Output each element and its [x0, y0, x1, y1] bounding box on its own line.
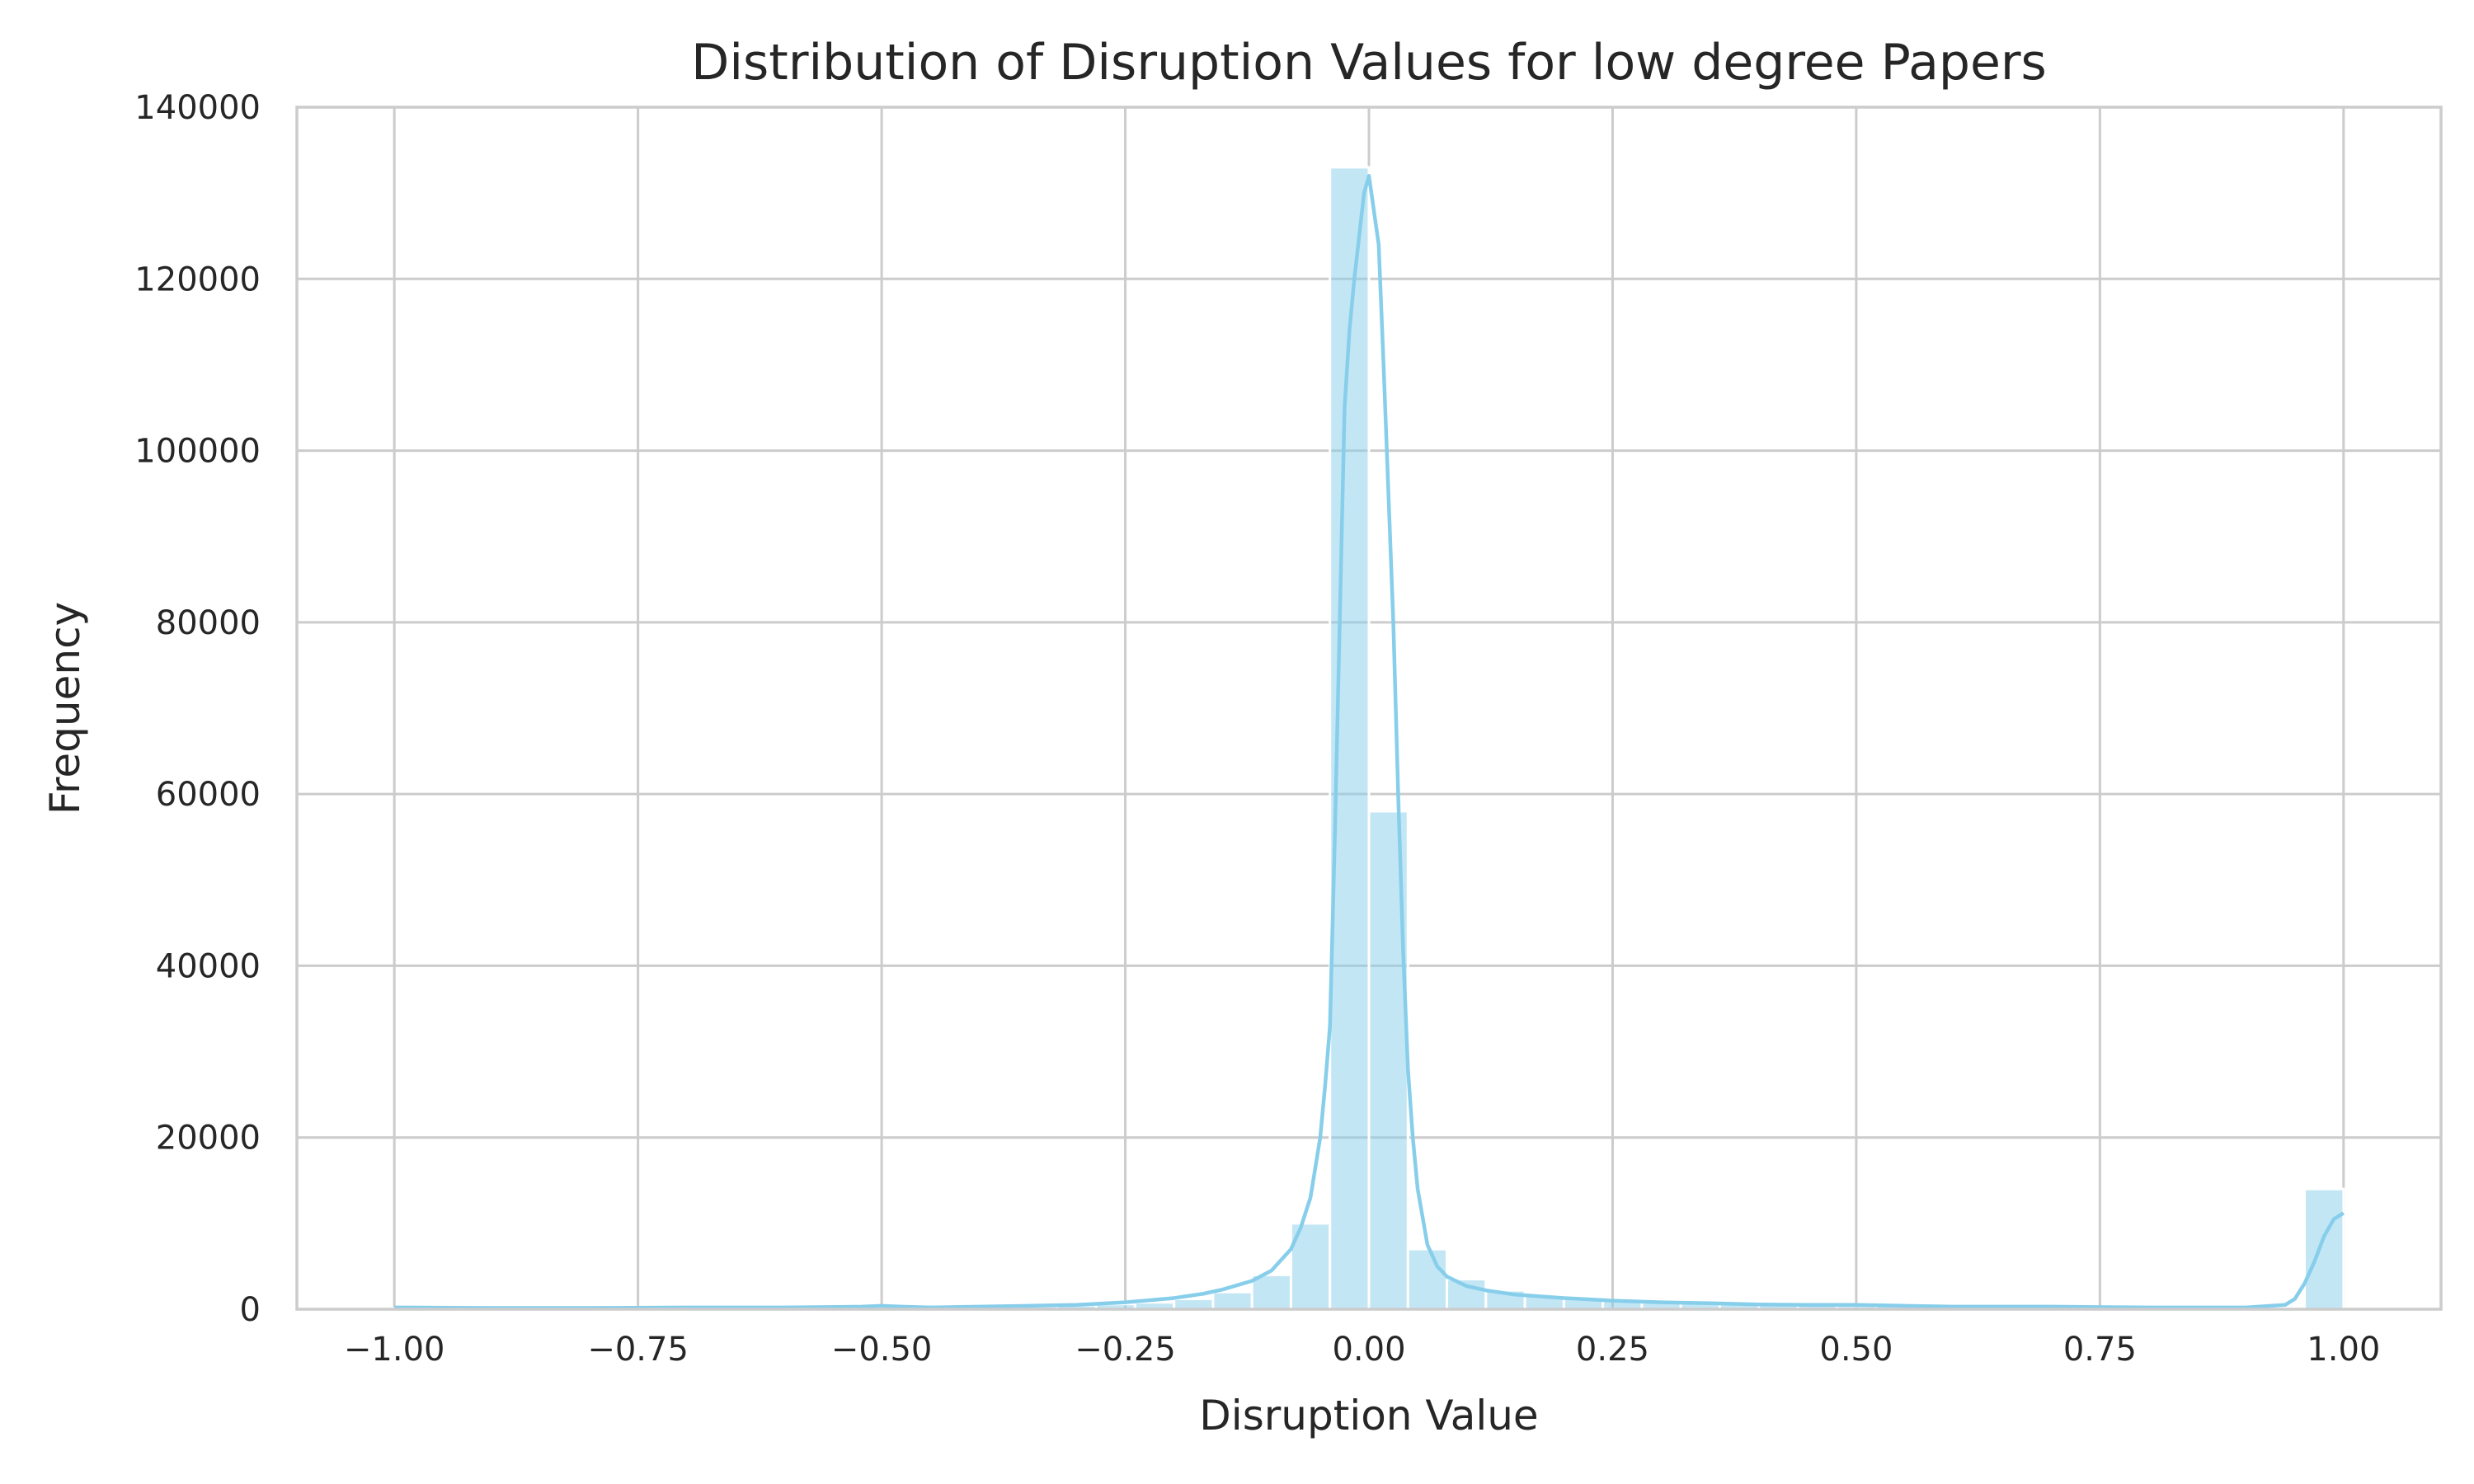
y-tick-label: 140000	[134, 89, 261, 127]
x-tick-label: 1.00	[2307, 1331, 2380, 1369]
chart-title: Distribution of Disruption Values for lo…	[691, 34, 2047, 92]
y-tick-label: 80000	[156, 604, 261, 642]
histogram-bar	[1446, 1278, 1488, 1311]
kde-curve	[394, 174, 2345, 1310]
x-tick-label: 0.00	[1332, 1331, 1405, 1369]
x-tick-labels: −1.00 −0.75 −0.50 −0.25 0.00 0.25 0.50 0.75 1.00	[344, 1331, 2380, 1369]
y-tick-label: 20000	[156, 1120, 261, 1158]
x-tick-label: −0.25	[1075, 1331, 1176, 1369]
y-tick-labels: 0 20000 40000 60000 80000 100000 120000 140000	[134, 89, 261, 1329]
histogram-bar	[2303, 1187, 2345, 1311]
x-tick-label: −0.50	[831, 1331, 933, 1369]
kde-curve-layer	[394, 174, 2345, 1310]
y-tick-label: 120000	[134, 261, 261, 298]
y-tick-label: 0	[240, 1291, 261, 1329]
plot-frame	[295, 106, 2443, 1311]
x-axis-label: Disruption Value	[1199, 1392, 1538, 1439]
histogram-bar	[1211, 1290, 1253, 1311]
x-tick-label: 0.75	[2063, 1331, 2137, 1369]
y-tick-label: 40000	[156, 947, 261, 985]
x-tick-label: 0.25	[1576, 1331, 1649, 1369]
histogram-bar	[1406, 1247, 1449, 1311]
histogram-bar	[1250, 1273, 1292, 1311]
histogram-bar	[1173, 1298, 1215, 1311]
x-tick-label: −0.75	[587, 1331, 689, 1369]
x-tick-label: 0.50	[1819, 1331, 1893, 1369]
y-tick-label: 100000	[134, 433, 261, 471]
y-tick-label: 60000	[156, 776, 261, 814]
x-tick-label: −1.00	[344, 1331, 445, 1369]
y-axis-label: Frequency	[41, 602, 89, 815]
